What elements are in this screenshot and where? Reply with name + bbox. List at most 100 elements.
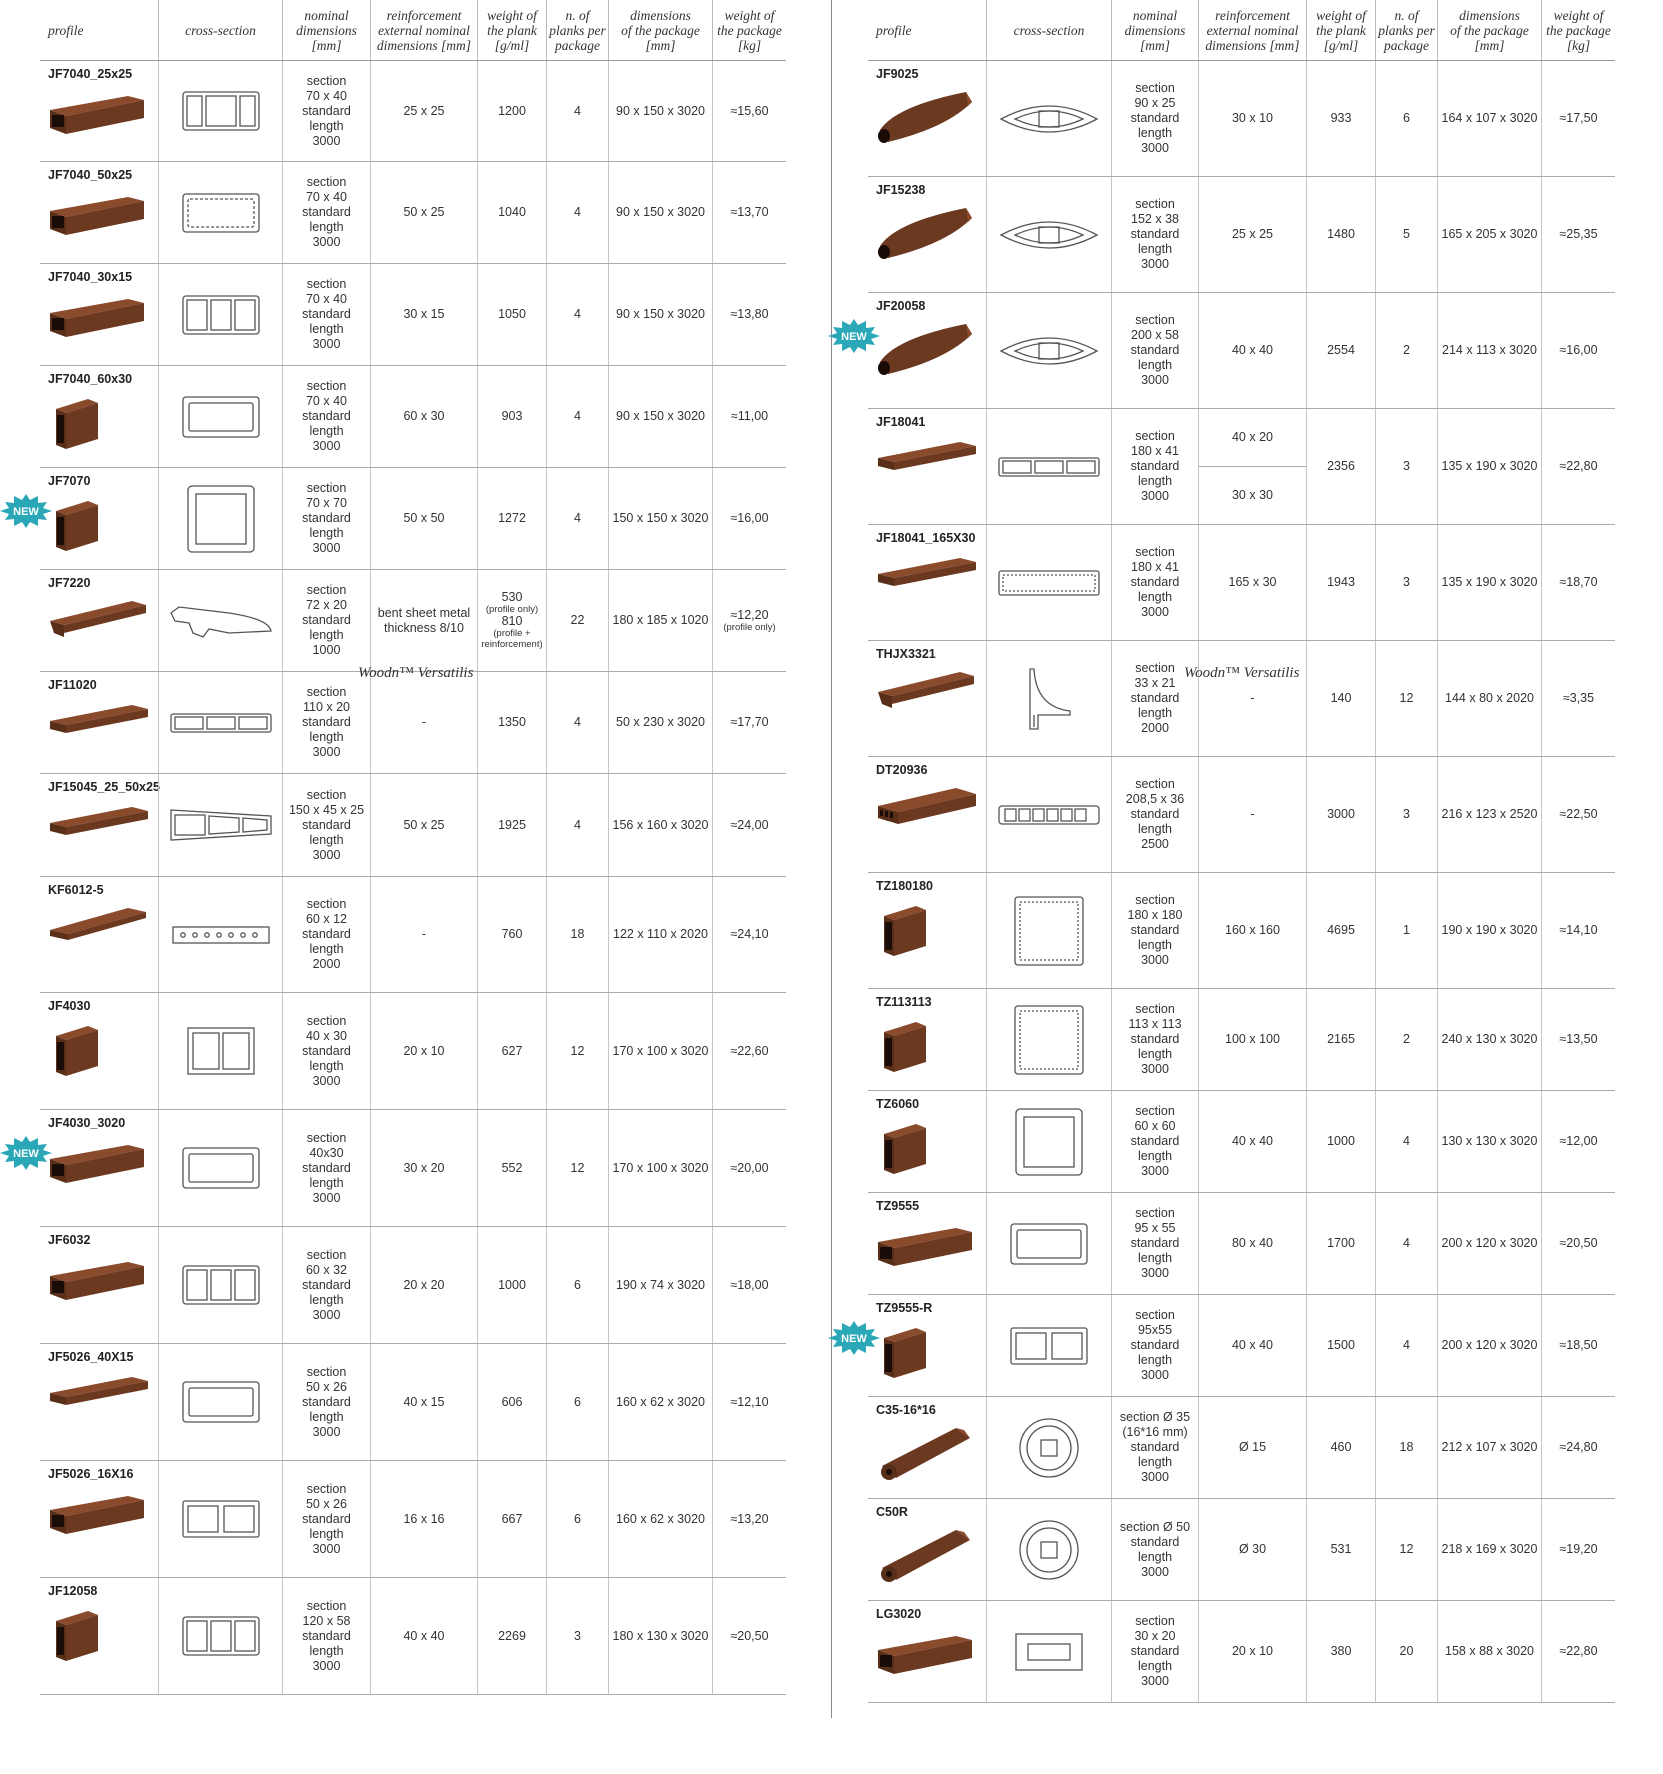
- profile-image: [48, 1605, 148, 1669]
- package-dimensions: 122 x 110 x 2020: [608, 877, 712, 992]
- planks-per-package: 3: [1375, 409, 1437, 524]
- reinforcement-dimensions: 16 x 16: [370, 1461, 477, 1577]
- profile-cell: JF7070: [40, 468, 158, 569]
- header-profile: profile: [48, 22, 84, 38]
- table-row: JF11020 section 110 x 20 standard length …: [40, 672, 786, 774]
- reinforcement-dimensions: 50 x 50: [370, 468, 477, 569]
- table-row: TZ6060 section 60 x 60 standard length 30…: [868, 1091, 1615, 1193]
- profile-code: JF12058: [48, 1584, 98, 1598]
- planks-per-package: 6: [1375, 61, 1437, 176]
- planks-per-package: 4: [546, 774, 608, 876]
- package-weight: ≈15,60: [712, 61, 786, 161]
- table-row: JF15238 section 152 x 38 standard length …: [868, 177, 1615, 293]
- reinforcement-dimensions: 50 x 25: [370, 162, 477, 263]
- profile-cell: C50R: [868, 1499, 986, 1600]
- plank-weight: 3000: [1306, 757, 1375, 872]
- reinforcement-dimensions: 30 x 10: [1198, 61, 1306, 176]
- planks-per-package: 5: [1375, 177, 1437, 292]
- profile-image: [48, 1488, 148, 1542]
- profile-image: [876, 1016, 976, 1080]
- table-row: JF15045_25_50x25 section 150 x 45 x 25 st…: [40, 774, 786, 877]
- profile-cell: JF5026_40X15: [40, 1344, 158, 1460]
- package-weight: ≈25,35: [1541, 177, 1615, 292]
- table-row: C35-16*16 section Ø 35 (16*16 mm) standar…: [868, 1397, 1615, 1499]
- package-weight: ≈20,00: [712, 1110, 786, 1226]
- profile-cell: TZ113113: [868, 989, 986, 1090]
- plank-weight: 140: [1306, 641, 1375, 756]
- cross-section-drawing: [986, 177, 1111, 292]
- nominal-dimensions: section 180 x 41 standard length 3000: [1111, 409, 1198, 524]
- table-row: JF5026_16X16 section 50 x 26 standard len…: [40, 1461, 786, 1578]
- cross-section-drawing: [158, 61, 282, 161]
- reinforcement-dimensions: 20 x 20: [370, 1227, 477, 1343]
- plank-weight: 1500: [1306, 1295, 1375, 1396]
- package-dimensions: 90 x 150 x 3020: [608, 162, 712, 263]
- nominal-dimensions: section 72 x 20 standard length 1000: [282, 570, 370, 671]
- profile-cell: JF7040_30x15: [40, 264, 158, 365]
- profile-code: TZ6060: [876, 1097, 920, 1111]
- package-dimensions: 190 x 74 x 3020: [608, 1227, 712, 1343]
- plank-weight: 530 (profile only) 810 (profile + reinforce…: [477, 570, 546, 671]
- package-weight: ≈24,80: [1541, 1397, 1615, 1498]
- planks-per-package: 4: [546, 162, 608, 263]
- weight-note: (profile + reinforcement): [481, 628, 543, 650]
- cross-section-drawing: [158, 877, 282, 992]
- profile-code: JF5026_16X16: [48, 1467, 134, 1481]
- nominal-dimensions: section 50 x 26 standard length 3000: [282, 1344, 370, 1460]
- profile-cell: LG3020: [868, 1601, 986, 1702]
- reinforcement-dimensions: -: [370, 672, 477, 773]
- profile-code: JF18041_165X30: [876, 531, 976, 545]
- reinforcement-dimensions: 40 x 40: [370, 1578, 477, 1694]
- nominal-dimensions: section 60 x 32 standard length 3000: [282, 1227, 370, 1343]
- package-weight: ≈22,80: [1541, 1601, 1615, 1702]
- cross-section-drawing: [986, 1091, 1111, 1192]
- nominal-dimensions: section 70 x 70 standard length 3000: [282, 468, 370, 569]
- package-weight: ≈12,20 (profile only): [712, 570, 786, 671]
- header-weight: weight of the plank [g/ml]: [477, 0, 546, 60]
- reinforcement-dimensions: bent sheet metal thickness 8/10: [370, 570, 477, 671]
- profile-code: JF7220: [48, 576, 91, 590]
- planks-per-package: 6: [546, 1461, 608, 1577]
- profile-image: [48, 1020, 148, 1084]
- reinforcement-dimensions: 25 x 25: [370, 61, 477, 161]
- planks-per-package: 18: [546, 877, 608, 992]
- plank-weight: 1040: [477, 162, 546, 263]
- package-dimensions: 160 x 62 x 3020: [608, 1461, 712, 1577]
- nominal-dimensions: section Ø 35 (16*16 mm) standard length …: [1111, 1397, 1198, 1498]
- reinforcement-dimensions: 80 x 40: [1198, 1193, 1306, 1294]
- package-weight-value: ≈12,20: [730, 607, 769, 622]
- nominal-dimensions: section 180 x 41 standard length 3000: [1111, 525, 1198, 640]
- profile-code: TZ9555-R: [876, 1301, 933, 1315]
- nominal-dimensions: section 60 x 60 standard length 3000: [1111, 1091, 1198, 1192]
- profile-code: TZ180180: [876, 879, 933, 893]
- package-weight: ≈13,80: [712, 264, 786, 365]
- header-pkgw: weight of the package [kg]: [1541, 0, 1615, 60]
- package-dimensions: 180 x 185 x 1020: [608, 570, 712, 671]
- planks-per-package: 20: [1375, 1601, 1437, 1702]
- cross-section-drawing: [986, 1295, 1111, 1396]
- profile-image: [876, 1322, 976, 1386]
- weight-value: 810: [501, 614, 523, 628]
- profile-cell: THJX3321: [868, 641, 986, 756]
- profile-cell: JF20058: [868, 293, 986, 408]
- plank-weight: 1000: [477, 1227, 546, 1343]
- cross-section-drawing: [986, 61, 1111, 176]
- profile-cell: C35-16*16: [868, 1397, 986, 1498]
- plank-weight: 627: [477, 993, 546, 1109]
- svg-text:NEW: NEW: [841, 1333, 867, 1345]
- profile-image: [876, 204, 976, 264]
- profile-cell: JF7220: [40, 570, 158, 671]
- package-weight: ≈17,50: [1541, 61, 1615, 176]
- package-weight: ≈24,10: [712, 877, 786, 992]
- planks-per-package: 12: [1375, 1499, 1437, 1600]
- package-weight: ≈24,00: [712, 774, 786, 876]
- table-row: DT20936 section 208,5 x 36 standard lengt…: [868, 757, 1615, 873]
- nominal-dimensions: section 33 x 21 standard length 2000: [1111, 641, 1198, 756]
- table-row: JF7040_30x15 section 70 x 40 standard len…: [40, 264, 786, 366]
- planks-per-package: 22: [546, 570, 608, 671]
- table-header: profile cross-section nominal dimensions […: [868, 0, 1615, 61]
- reinforcement-dimensions: 40 x 15: [370, 1344, 477, 1460]
- profile-image: [876, 900, 976, 964]
- nominal-dimensions: section 30 x 20 standard length 3000: [1111, 1601, 1198, 1702]
- profile-code: C35-16*16: [876, 1403, 936, 1417]
